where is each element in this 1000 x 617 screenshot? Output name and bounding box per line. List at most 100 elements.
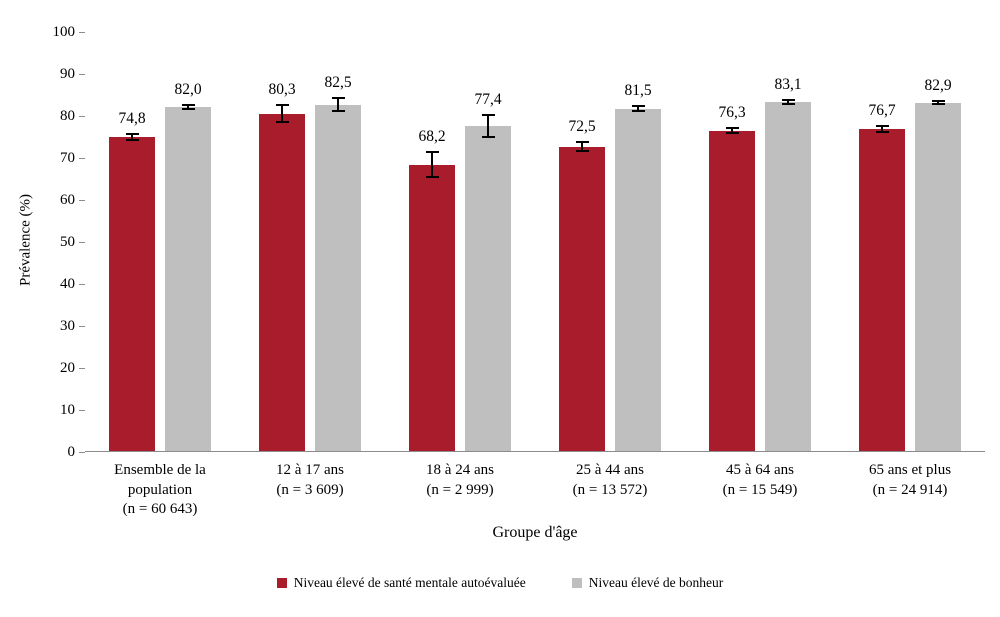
y-tick-mark (79, 116, 85, 117)
error-bar-part (637, 104, 639, 113)
bar-group: 74,8 82,0 (85, 32, 235, 451)
y-tick-label: 90 (60, 66, 75, 82)
y-tick-label: 20 (60, 360, 75, 376)
x-category-label: 25 à 44 ans (n = 13 572) (572, 462, 648, 498)
bar-happiness: 82,9 (915, 77, 961, 451)
bar-value-label: 82,0 (174, 80, 202, 98)
x-axis-title: Groupe d'âge (492, 524, 578, 541)
bar-group: 72,5 81,5 (535, 32, 685, 451)
y-tick-label: 100 (52, 24, 76, 40)
bar-happiness: 82,5 (315, 74, 361, 451)
error-bar (425, 150, 439, 179)
y-tick-label: 30 (60, 318, 75, 334)
error-bar-part (937, 100, 939, 106)
error-bar-part (875, 131, 889, 134)
legend-swatch-icon (571, 578, 582, 588)
bar-value-label: 82,9 (924, 77, 952, 95)
error-bar-part (575, 149, 589, 152)
error-bar-part (631, 110, 645, 113)
error-bar-part (481, 114, 495, 117)
legend-item: Niveau élevé de bonheur (571, 575, 724, 591)
error-bar-part (487, 114, 489, 138)
error-bar-part (187, 103, 189, 110)
legend-label: Niveau élevé de bonheur (588, 575, 724, 590)
y-tick-label: 10 (60, 402, 75, 418)
bar-group: 76,3 83,1 (685, 32, 835, 451)
bar-value-label: 81,5 (624, 81, 652, 99)
error-bar-part (781, 103, 795, 106)
error-bar-part (281, 104, 283, 124)
bar-self-rated-mental-health: 80,3 (259, 81, 305, 451)
error-bar (931, 100, 945, 106)
bar-value-label: 76,7 (868, 101, 896, 119)
bar-value-label: 72,5 (568, 118, 596, 136)
error-bar-part (181, 103, 195, 106)
bar-value-label: 74,8 (118, 109, 146, 127)
bar-self-rated-mental-health: 76,3 (709, 104, 755, 451)
error-bar (275, 104, 289, 124)
error-bar (331, 96, 345, 113)
y-tick-label: 80 (60, 108, 75, 124)
error-bar-part (275, 104, 289, 107)
error-bar-part (337, 96, 339, 113)
bar-value-label: 68,2 (418, 127, 446, 145)
bar-value-label: 76,3 (718, 103, 746, 121)
bar-value-label: 80,3 (268, 81, 296, 99)
error-bar-part (331, 110, 345, 113)
bar-value-label: 83,1 (774, 75, 802, 93)
error-bar-part (425, 150, 439, 153)
y-tick-label: 50 (60, 234, 75, 250)
error-bar-part (275, 121, 289, 124)
legend-label: Niveau élevé de santé mentale autoévalué… (293, 575, 526, 590)
x-category-label: 45 à 64 ans (n = 15 549) (722, 462, 798, 498)
y-tick-mark (79, 200, 85, 201)
error-bar-part (781, 98, 795, 101)
bar-value-label: 77,4 (474, 91, 502, 109)
bar-group: 76,7 82,9 (835, 32, 985, 451)
bar-self-rated-mental-health: 68,2 (409, 128, 455, 451)
y-tick-mark (79, 74, 85, 75)
x-category-label: 12 à 17 ans (n = 3 609) (276, 462, 344, 498)
error-bar (125, 132, 139, 142)
bar-group: 80,3 82,5 (235, 32, 385, 451)
y-tick-label: 0 (67, 444, 76, 460)
plot-area: 74,8 82,0 80,3 82,5 68,2 77,4 72,5 81,5 76,3 83,1… (85, 32, 985, 452)
error-bar-part (425, 176, 439, 179)
error-bar-part (787, 98, 789, 106)
error-bar-part (481, 135, 495, 138)
bar-happiness: 77,4 (465, 91, 511, 451)
error-bar (481, 114, 495, 138)
bar-self-rated-mental-health: 76,7 (859, 102, 905, 451)
y-tick-mark (79, 326, 85, 327)
error-bar-part (731, 126, 733, 135)
error-bar-part (931, 103, 945, 106)
y-tick-mark (79, 452, 85, 453)
bar-happiness: 81,5 (615, 82, 661, 451)
error-bar-part (331, 96, 345, 99)
error-bar-part (725, 126, 739, 129)
error-bar-part (131, 132, 133, 142)
x-category-label: Ensemble de la population (n = 60 643) (114, 462, 206, 517)
error-bar-part (725, 132, 739, 135)
error-bar-part (125, 139, 139, 142)
bar-group: 68,2 77,4 (385, 32, 535, 451)
bar-value-label: 82,5 (324, 73, 352, 91)
y-tick-mark (79, 32, 85, 33)
error-bar (181, 103, 195, 110)
error-bar-part (181, 107, 195, 110)
legend: Niveau élevé de santé mentale autoévalué… (0, 575, 1000, 591)
bar-self-rated-mental-health: 72,5 (559, 118, 605, 451)
error-bar-part (631, 104, 645, 107)
error-bar (575, 141, 589, 152)
legend-item: Niveau élevé de santé mentale autoévalué… (276, 575, 526, 591)
y-tick-mark (79, 158, 85, 159)
error-bar-part (931, 100, 945, 103)
y-tick-label: 40 (60, 276, 75, 292)
y-tick-mark (79, 242, 85, 243)
bar-happiness: 82,0 (165, 81, 211, 451)
y-tick-mark (79, 368, 85, 369)
x-category-label: 18 à 24 ans (n = 2 999) (426, 462, 494, 498)
y-tick-label: 70 (60, 150, 75, 166)
error-bar (631, 104, 645, 113)
y-tick-label: 60 (60, 192, 75, 208)
